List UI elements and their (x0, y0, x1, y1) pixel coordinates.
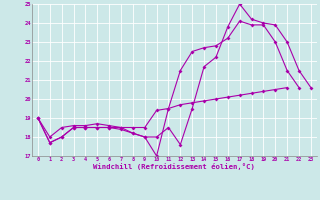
X-axis label: Windchill (Refroidissement éolien,°C): Windchill (Refroidissement éolien,°C) (93, 163, 255, 170)
